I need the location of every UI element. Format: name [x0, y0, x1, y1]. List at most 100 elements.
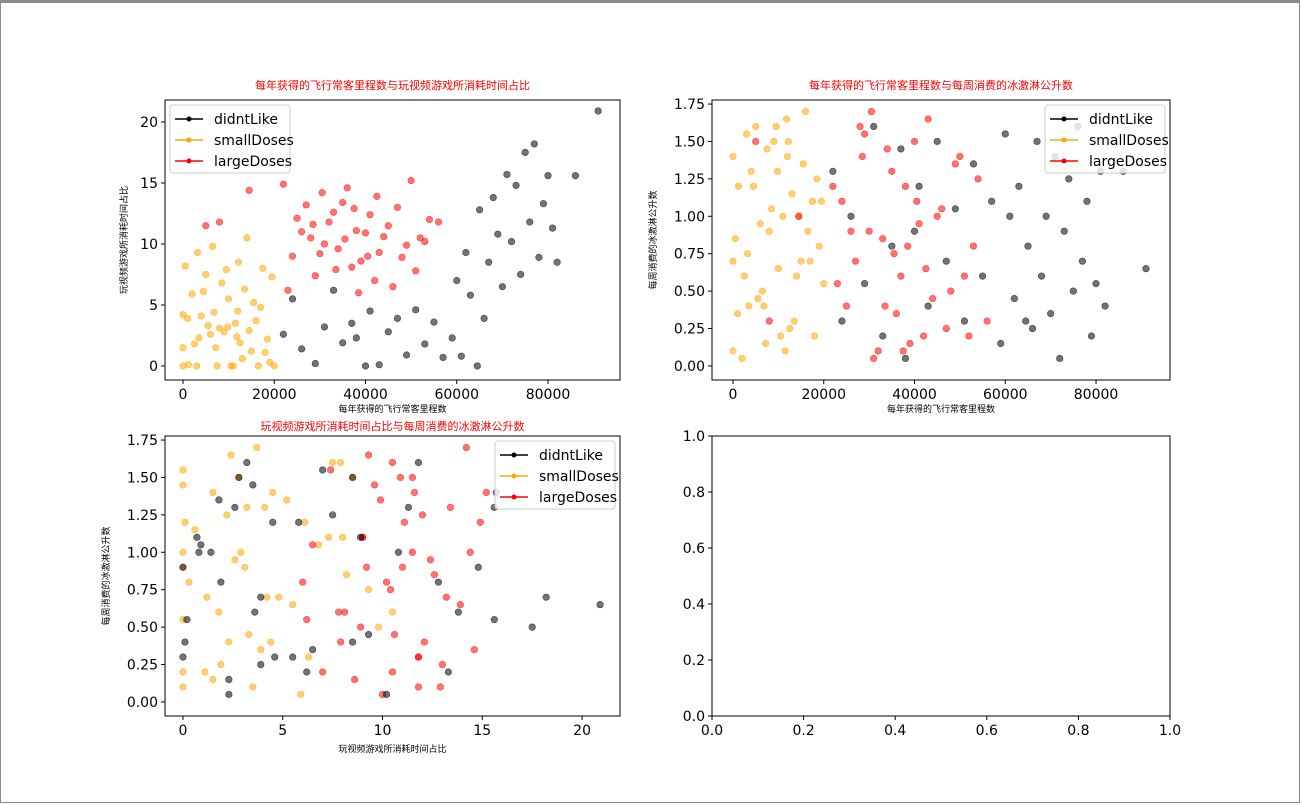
data-point-largeDoses [861, 130, 869, 138]
data-point-largeDoses [883, 145, 891, 153]
data-point-largeDoses [364, 451, 373, 459]
x-tick-label: 0.8 [1067, 723, 1089, 739]
x-tick-label: 15 [473, 723, 491, 739]
data-point-smallDoses [782, 115, 791, 123]
data-point-smallDoses [749, 182, 758, 190]
data-point-didntLike [257, 660, 265, 669]
legend-marker-didntLike [186, 116, 192, 122]
data-point-largeDoses [400, 518, 409, 526]
data-point-didntLike [1022, 317, 1030, 325]
data-point-didntLike [235, 473, 243, 482]
data-point-didntLike [466, 291, 475, 299]
data-point-smallDoses [806, 257, 814, 265]
data-point-largeDoses [969, 242, 978, 250]
data-point-smallDoses [788, 190, 796, 198]
data-point-largeDoses [888, 167, 896, 175]
legend-box [169, 104, 291, 174]
data-point-smallDoses [781, 347, 789, 355]
data-point-smallDoses [233, 333, 241, 341]
data-point-didntLike [303, 668, 311, 676]
x-tick-label: 0.0 [701, 723, 723, 739]
data-point-didntLike [1065, 175, 1073, 183]
data-point-smallDoses [203, 593, 211, 601]
data-point-smallDoses [224, 323, 232, 331]
data-point-smallDoses [191, 526, 199, 534]
data-point-didntLike [215, 496, 223, 504]
data-point-smallDoses [225, 638, 233, 646]
data-point-smallDoses [179, 668, 187, 676]
y-tick-label: 1.50 [127, 470, 158, 486]
data-point-smallDoses [259, 264, 267, 272]
data-point-largeDoses [847, 227, 855, 235]
data-point-didntLike [1010, 294, 1018, 303]
data-point-didntLike [1060, 227, 1068, 235]
x-tick-label: 40000 [892, 387, 937, 403]
x-tick-label: 0 [178, 723, 187, 739]
data-point-didntLike [910, 227, 919, 235]
data-point-didntLike [942, 257, 950, 265]
data-point-largeDoses [865, 227, 873, 235]
scatter-points [179, 443, 604, 699]
data-point-didntLike [195, 548, 203, 556]
data-point-didntLike [364, 630, 373, 639]
data-point-smallDoses [374, 623, 383, 631]
y-tick-label: 0.8 [683, 485, 705, 501]
y-tick-label: 0.25 [127, 658, 158, 674]
data-point-smallDoses [220, 328, 228, 336]
data-point-didntLike [969, 160, 978, 168]
data-point-largeDoses [388, 458, 397, 467]
data-point-largeDoses [348, 263, 356, 271]
data-point-largeDoses [938, 205, 946, 213]
data-point-didntLike [978, 272, 987, 280]
data-point-smallDoses [261, 348, 269, 357]
data-point-smallDoses [301, 518, 309, 526]
x-tick-label: 0.6 [976, 723, 998, 739]
data-point-didntLike [988, 197, 996, 205]
data-point-smallDoses [215, 608, 223, 616]
data-point-smallDoses [329, 458, 337, 467]
data-point-smallDoses [268, 273, 276, 281]
data-point-smallDoses [263, 593, 271, 601]
data-point-smallDoses [799, 160, 807, 168]
data-point-didntLike [480, 314, 488, 322]
data-point-didntLike [295, 518, 303, 526]
y-tick-label: 0.75 [674, 247, 705, 263]
data-point-largeDoses [922, 265, 930, 273]
data-point-largeDoses [366, 211, 374, 219]
data-point-largeDoses [284, 286, 292, 294]
data-point-smallDoses [792, 272, 801, 280]
data-point-didntLike [539, 200, 548, 208]
axes-2: 0 20000 40000 60000 80000 0.00 0.25 0.50 0.75 1.0… [647, 78, 1171, 415]
axes-1: 0 20000 40000 60000 80000 0 5 10 15 20 每年获得的飞行常客里程… [118, 78, 621, 415]
data-point-didntLike [448, 334, 456, 342]
data-point-didntLike [271, 653, 279, 661]
data-point-largeDoses [983, 317, 991, 325]
data-point-smallDoses [733, 309, 742, 318]
data-point-largeDoses [380, 233, 388, 241]
data-point-smallDoses [765, 227, 773, 235]
x-tick-label: 20 [573, 723, 591, 739]
data-point-largeDoses [752, 137, 760, 146]
data-point-largeDoses [420, 638, 429, 646]
data-point-didntLike [542, 593, 550, 601]
data-point-largeDoses [942, 324, 950, 333]
data-point-largeDoses [398, 253, 406, 261]
data-point-smallDoses [817, 197, 826, 205]
data-point-smallDoses [212, 344, 220, 352]
y-tick-label: 20 [140, 115, 158, 131]
data-point-largeDoses [320, 240, 329, 248]
data-point-largeDoses [341, 235, 349, 243]
data-point-didntLike [348, 319, 356, 327]
data-point-didntLike [298, 345, 306, 353]
data-point-largeDoses [434, 218, 443, 226]
data-point-didntLike [951, 205, 959, 213]
data-point-didntLike [231, 503, 239, 511]
data-point-didntLike [348, 473, 357, 482]
y-tick-label: 1.25 [127, 508, 158, 524]
data-point-largeDoses [319, 668, 327, 676]
data-point-smallDoses [808, 197, 817, 205]
y-axis-label: 每周消费的冰激淋公升数 [100, 526, 112, 625]
data-point-largeDoses [215, 218, 224, 226]
data-point-didntLike [225, 690, 233, 699]
data-point-didntLike [384, 328, 392, 336]
